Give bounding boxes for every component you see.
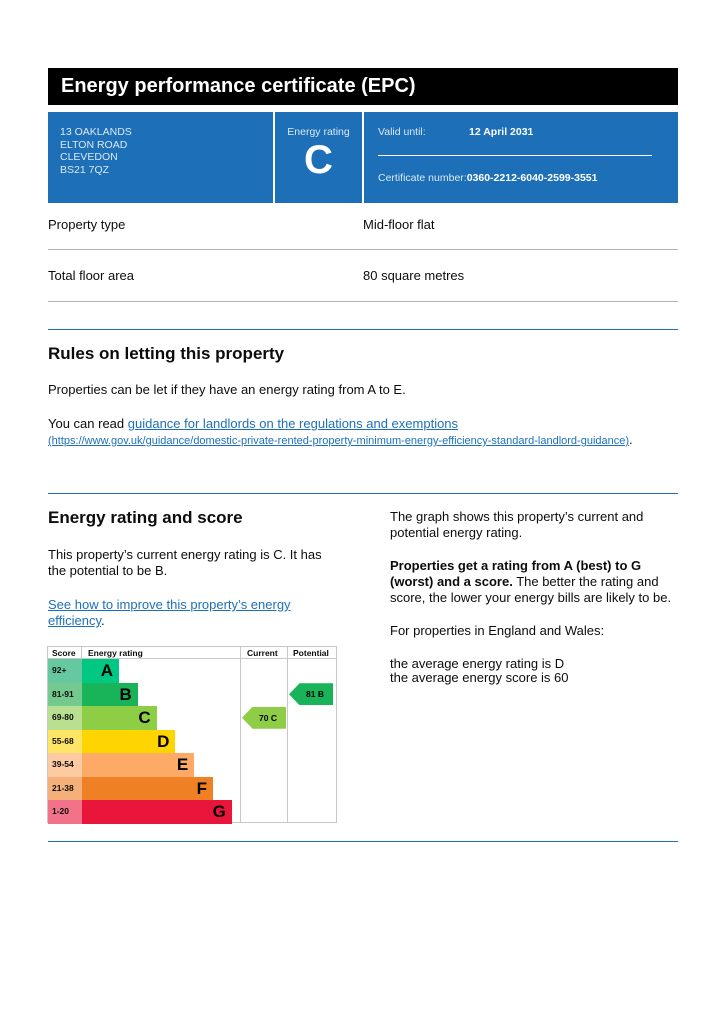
band-score-B: 81-91 [48,682,82,706]
potential-rating-arrow: 81 B [289,683,333,706]
rating-explanation-rest: The better the rating and score, the low… [390,574,672,605]
rating-explanation: Properties get a rating from A (best) to… [390,558,682,606]
section-divider [48,329,678,330]
guidance-url-link[interactable]: (https://www.gov.uk/guidance/domestic-pr… [48,435,630,447]
band-score-G: 1-20 [48,800,82,824]
section-divider [48,841,678,842]
address-line: 13 OAKLANDS [60,126,132,138]
current-header: Current [247,648,278,658]
property-type-value: Mid-floor flat [363,217,435,232]
valid-until-value: 12 April 2031 [469,126,534,138]
band-score-C: 69-80 [48,706,82,730]
energy-rating-value: C [304,138,333,182]
region-text: For properties in England and Wales: [390,623,605,638]
certificate-number-value: 0360-2212-6040-2599-3551 [466,172,598,184]
letting-text: Properties can be let if they have an en… [48,382,406,397]
valid-until-label: Valid until: [378,126,426,138]
letting-guidance: You can read guidance for landlords on t… [48,416,648,449]
band-bar-B: B [82,682,138,706]
potential-header: Potential [293,648,329,658]
address-block: 13 OAKLANDS ELTON ROAD CLEVEDON BS21 7QZ [48,112,273,203]
score-text: This property’s current energy rating is… [48,547,322,578]
band-bar-F: F [82,776,213,800]
address-line: BS21 7QZ [60,163,110,176]
guidance-link[interactable]: guidance for landlords on the regulation… [127,416,459,431]
energy-rating-block: Energy rating C [275,112,362,203]
band-bar-C: C [82,706,157,730]
floor-area-label: Total floor area [48,268,134,283]
improve-link[interactable]: See how to improve this property’s energ… [48,597,291,628]
floor-area-value: 80 square metres [363,268,465,283]
band-bar-E: E [82,753,195,777]
section-divider [48,493,678,494]
address-line: CLEVEDON [60,151,118,163]
energy-rating-chart: Score Energy rating Current Potential 92… [47,646,337,824]
score-heading: Energy rating and score [48,508,243,527]
property-type-row: Property type Mid-floor flat [48,203,678,250]
band-score-E: 39-54 [48,753,82,777]
page-title: Energy performance certificate (EPC) [48,68,678,105]
guidance-suffix: . [629,432,633,447]
certificate-number-label: Certificate number: [378,172,467,184]
rating-header: Energy rating [88,648,143,658]
band-bar-G: G [82,800,232,824]
average-score: the average energy score is 60 [390,670,569,685]
score-header: Score [52,648,76,658]
band-bar-D: D [82,729,176,753]
divider [378,155,652,156]
letting-heading: Rules on letting this property [48,344,285,363]
validity-block: Valid until: 12 April 2031 Certificate nu… [364,112,678,203]
band-bar-A: A [82,659,119,683]
band-score-F: 21-38 [48,776,82,800]
band-score-A: 92+ [48,659,82,683]
floor-area-row: Total floor area 80 square metres [48,250,678,302]
band-score-D: 55-68 [48,729,82,753]
rating-explanation-bold: Properties get a rating from A (best) to… [390,558,642,589]
graph-explanation: The graph shows this property’s current … [390,509,644,540]
energy-rating-label: Energy rating [287,126,350,138]
current-rating-arrow: 70 C [242,706,286,729]
improve-suffix: . [101,613,105,628]
average-rating: the average energy rating is D [390,656,565,671]
property-type-label: Property type [48,217,126,232]
guidance-prefix: You can read [48,416,128,431]
address-line: ELTON ROAD [60,138,128,151]
